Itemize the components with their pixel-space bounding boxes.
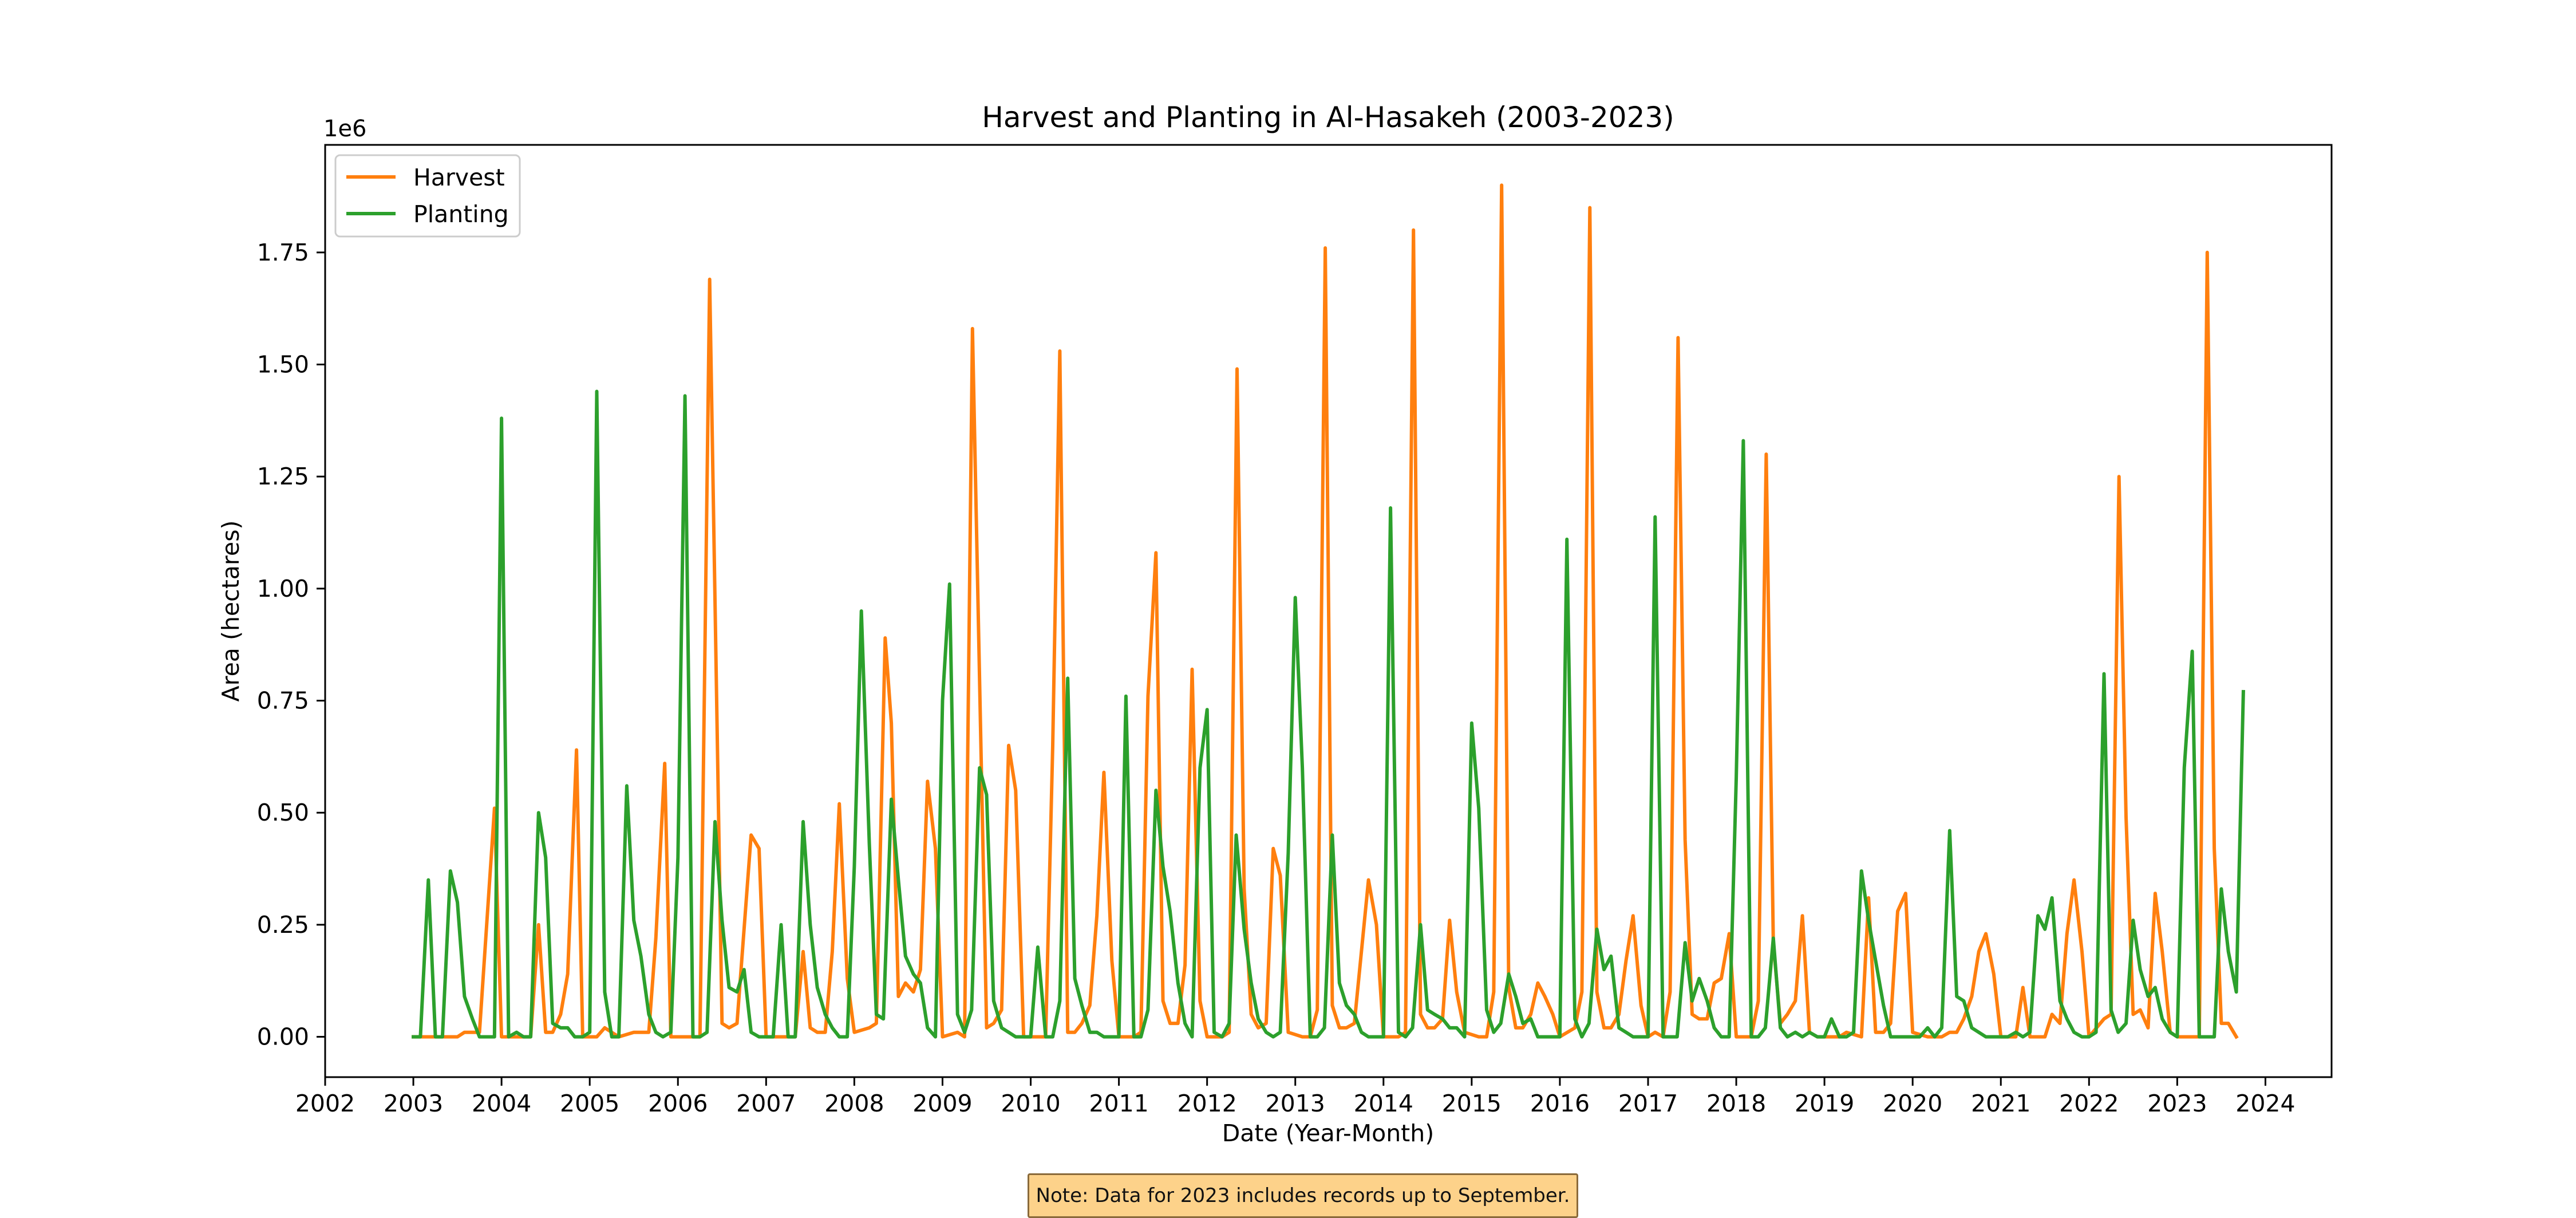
series-line-planting — [412, 389, 2245, 1039]
x-tick-label: 2021 — [1971, 1090, 2030, 1117]
x-tick-label: 2002 — [295, 1090, 355, 1117]
x-tick-label: 2022 — [2059, 1090, 2119, 1117]
x-tick-label: 2008 — [824, 1090, 884, 1117]
x-tick-label: 2023 — [2147, 1090, 2207, 1117]
x-tick-label: 2006 — [648, 1090, 708, 1117]
y-tick-label: 0.75 — [257, 687, 309, 715]
x-tick-label: 2018 — [1706, 1090, 1766, 1117]
x-tick-label: 2003 — [384, 1090, 443, 1117]
x-tick-label: 2016 — [1530, 1090, 1590, 1117]
x-tick-label: 2019 — [1795, 1090, 1854, 1117]
x-tick-label: 2013 — [1266, 1090, 1325, 1117]
x-tick-label: 2009 — [912, 1090, 972, 1117]
y-tick-label: 0.00 — [257, 1023, 309, 1051]
x-tick-label: 2005 — [560, 1090, 619, 1117]
x-tick-label: 2007 — [736, 1090, 796, 1117]
x-tick-label: 2020 — [1883, 1090, 1942, 1117]
x-tick-label: 2014 — [1354, 1090, 1413, 1117]
y-tick-label: 0.25 — [257, 911, 309, 939]
chart-legend: Harvest Planting — [334, 154, 521, 238]
y-tick-label: 1.25 — [257, 463, 309, 490]
x-axis-ticks: 2002 2003 2004 2005 2006 2007 2008 2009 2010 2011… — [295, 1077, 2296, 1117]
y-axis-label: Area (hectares) — [217, 521, 244, 702]
x-tick-label: 2017 — [1618, 1090, 1678, 1117]
legend-label-planting: Planting — [413, 200, 509, 228]
x-tick-label: 2024 — [2235, 1090, 2295, 1117]
data-note-box: Note: Data for 2023 includes records up … — [1028, 1173, 1578, 1218]
plot-area-frame — [324, 144, 2333, 1078]
x-axis-label: Date (Year-Month) — [1222, 1120, 1435, 1147]
x-tick-label: 2010 — [1001, 1090, 1060, 1117]
x-tick-label: 2011 — [1089, 1090, 1148, 1117]
legend-label-harvest: Harvest — [413, 164, 505, 191]
chart-title: Harvest and Planting in Al-Hasakeh (2003… — [982, 101, 1674, 134]
series-lines — [412, 183, 2245, 1039]
x-tick-label: 2015 — [1442, 1090, 1502, 1117]
y-tick-label: 1.00 — [257, 575, 309, 602]
y-tick-label: 1.50 — [257, 351, 309, 379]
y-axis-ticks: 0.00 0.25 0.50 0.75 1.00 1.25 1.50 1.75 — [257, 239, 325, 1051]
x-tick-label: 2012 — [1177, 1090, 1236, 1117]
series-line-harvest — [412, 183, 2239, 1039]
data-note-text: Note: Data for 2023 includes records up … — [1036, 1184, 1570, 1207]
y-tick-label: 0.50 — [257, 799, 309, 826]
y-tick-label: 1.75 — [257, 239, 309, 266]
y-axis-offset-label: 1e6 — [323, 116, 367, 142]
x-tick-label: 2004 — [472, 1090, 531, 1117]
